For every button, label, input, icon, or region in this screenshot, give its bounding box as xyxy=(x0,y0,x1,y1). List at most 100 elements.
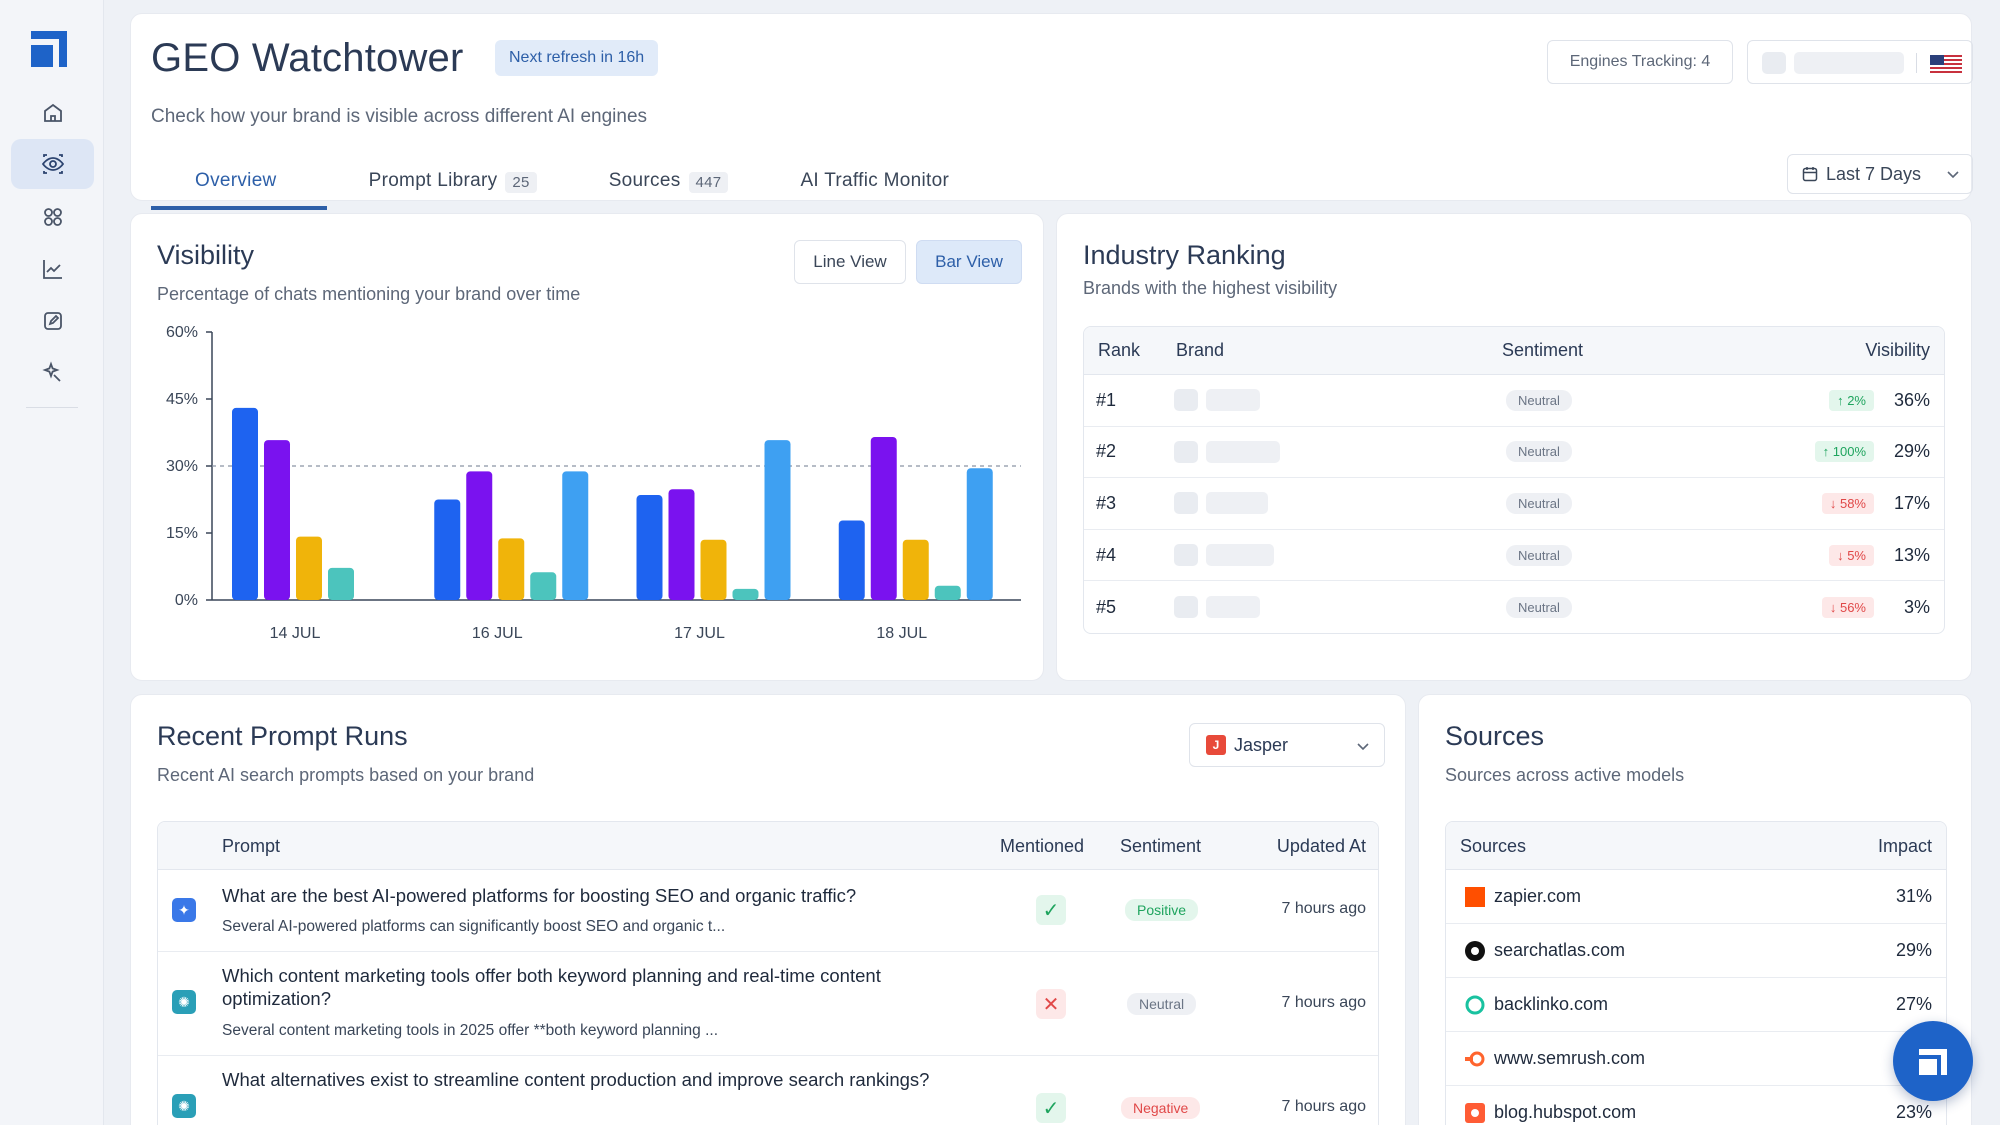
visibility-change-badge: ↓ 5% xyxy=(1829,544,1874,566)
prompt-run-row[interactable]: ✺ Which content marketing tools offer bot… xyxy=(158,952,1378,1056)
source-domain: backlinko.com xyxy=(1494,994,1609,1014)
bar[interactable] xyxy=(870,436,897,600)
bar[interactable] xyxy=(902,539,929,600)
calendar-icon xyxy=(1802,167,1818,182)
nav-home[interactable] xyxy=(11,88,94,138)
prompt-question: What are the best AI-powered platforms f… xyxy=(222,885,857,906)
tab-label: Prompt Library xyxy=(368,170,498,191)
sentiment-badge: Neutral xyxy=(1506,492,1572,514)
ranking-row[interactable]: #5 Neutral ↓ 56% 3% xyxy=(1084,581,1944,633)
visibility-bar-chart: 60% 45% 30% 15% 0% 14 JUL 16 JUL 17 JUL 18 JUL xyxy=(166,324,1021,642)
check-icon: ✓ xyxy=(1036,895,1066,925)
bar[interactable] xyxy=(966,468,993,600)
nav-editor[interactable] xyxy=(11,296,94,346)
bar-view-button[interactable]: Bar View xyxy=(916,240,1022,284)
sources-subtitle: Sources across active models xyxy=(1445,765,1685,785)
bar[interactable] xyxy=(934,585,961,600)
rank-number: #5 xyxy=(1096,596,1117,617)
help-chat-button[interactable] xyxy=(1893,1021,1973,1101)
source-row[interactable]: blog.hubspot.com 23% xyxy=(1446,1086,1946,1125)
ranking-header: Rank Brand Sentiment Visibility xyxy=(1084,327,1944,375)
source-impact: 23% xyxy=(1895,1102,1932,1122)
line-view-button[interactable]: Line View xyxy=(794,240,906,284)
bar[interactable] xyxy=(700,539,727,600)
model-select[interactable]: J Jasper xyxy=(1189,723,1385,767)
visibility-value: 13% xyxy=(1893,544,1930,565)
source-domain: www.semrush.com xyxy=(1494,1048,1646,1068)
engines-tracking-button[interactable]: Engines Tracking: 4 xyxy=(1547,40,1733,84)
semrush-icon xyxy=(1465,1051,1485,1067)
ranking-row[interactable]: #1 Neutral ↑ 2% 36% xyxy=(1084,375,1944,427)
tab-overview[interactable]: Overview xyxy=(151,154,327,210)
bar[interactable] xyxy=(530,572,557,600)
source-row[interactable]: zapier.com 31% xyxy=(1446,870,1946,924)
close-icon: ✕ xyxy=(1036,989,1066,1019)
nav-ai-search[interactable] xyxy=(11,348,94,398)
ranking-row[interactable]: #2 Neutral ↑ 100% 29% xyxy=(1084,427,1944,479)
us-flag-icon[interactable] xyxy=(1930,55,1962,73)
edit-note-icon xyxy=(43,312,62,330)
bar[interactable] xyxy=(636,495,663,600)
updated-at: 7 hours ago xyxy=(1281,1098,1366,1115)
date-range-select[interactable]: Last 7 Days xyxy=(1787,154,1973,194)
nav-analytics[interactable] xyxy=(11,244,94,294)
trend-chart-icon xyxy=(42,260,62,279)
visibility-card: Visibility Percentage of chats mentionin… xyxy=(130,213,1044,681)
tab-label: AI Traffic Monitor xyxy=(800,170,950,191)
source-domain: zapier.com xyxy=(1494,886,1582,906)
ranking-table: Rank Brand Sentiment Visibility #1 Neutra… xyxy=(1083,326,1945,634)
prompt-run-row[interactable]: ✺ What alternatives exist to streamline c… xyxy=(158,1056,1378,1125)
bar[interactable] xyxy=(466,471,493,600)
bar[interactable] xyxy=(296,536,322,600)
nav-apps[interactable] xyxy=(11,192,94,242)
sources-table: Sources Impact zapier.com 31% searchatlas.… xyxy=(1445,821,1947,1125)
sentiment-badge: Neutral xyxy=(1506,441,1572,463)
ranking-row[interactable]: #4 Neutral ↓ 5% 13% xyxy=(1084,530,1944,582)
sparkle-icon: ✦ xyxy=(172,898,196,922)
nav-watchtower[interactable] xyxy=(11,139,94,189)
y-tick-label: 15% xyxy=(166,525,198,542)
app-logo-icon[interactable] xyxy=(31,31,67,67)
source-row[interactable]: searchatlas.com 29% xyxy=(1446,924,1946,978)
sources-card: Sources Sources across active models Sou… xyxy=(1418,694,1972,1125)
col-sentiment: Sentiment xyxy=(1120,836,1202,856)
sources-title: Sources xyxy=(1445,721,1545,751)
bar[interactable] xyxy=(838,520,865,600)
tab-ai-traffic-monitor[interactable]: AI Traffic Monitor xyxy=(800,154,949,210)
brand-logo-placeholder xyxy=(1174,544,1198,567)
bar[interactable] xyxy=(434,499,461,601)
ranking-row[interactable]: #3 Neutral ↓ 58% 17% xyxy=(1084,478,1944,530)
brand-logo-placeholder xyxy=(1174,492,1198,515)
y-tick-label: 30% xyxy=(166,458,198,475)
col-impact: Impact xyxy=(1877,836,1932,856)
bar[interactable] xyxy=(668,489,695,600)
bar[interactable] xyxy=(764,440,791,600)
source-row[interactable]: backlinko.com 27% xyxy=(1446,978,1946,1032)
bar[interactable] xyxy=(732,588,759,600)
bar[interactable] xyxy=(498,538,525,600)
bar[interactable] xyxy=(328,567,354,600)
bar[interactable] xyxy=(232,407,258,600)
visibility-change-badge: ↓ 56% xyxy=(1821,596,1874,618)
bar[interactable] xyxy=(562,471,589,600)
rank-number: #2 xyxy=(1096,441,1117,462)
x-tick-label: 14 JUL xyxy=(270,625,321,642)
jasper-logo-icon: J xyxy=(1206,735,1226,755)
brand-logo-placeholder xyxy=(1174,440,1198,463)
arrow-down-icon: ↓ xyxy=(1829,599,1840,615)
tab-prompt-library[interactable]: Prompt Library 25 xyxy=(369,154,537,210)
arrow-up-icon: ↑ xyxy=(1837,392,1848,408)
prompt-run-row[interactable]: ✦ What are the best AI-powered platforms … xyxy=(158,870,1378,952)
backlinko-icon xyxy=(1465,995,1485,1015)
col-mentioned: Mentioned xyxy=(1000,836,1085,856)
bar[interactable] xyxy=(264,440,290,600)
source-impact: 31% xyxy=(1895,886,1932,906)
prompt-question: Which content marketing tools offer both… xyxy=(222,965,881,1009)
account-name-placeholder xyxy=(1794,52,1904,74)
brand-name-placeholder xyxy=(1206,389,1260,412)
account-avatar-placeholder xyxy=(1762,52,1786,74)
tab-sources[interactable]: Sources 447 xyxy=(609,154,729,210)
rank-number: #4 xyxy=(1096,544,1117,565)
account-selector[interactable] xyxy=(1747,40,1973,84)
